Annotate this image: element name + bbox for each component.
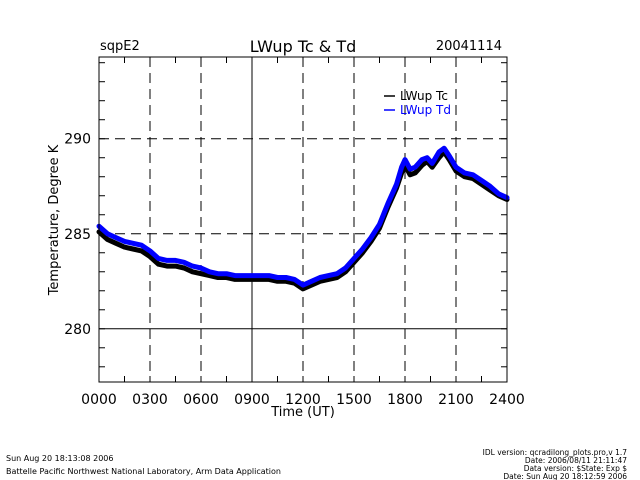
y-tick-labels: 280 285 290	[64, 132, 91, 338]
series-lines	[96, 145, 510, 292]
x-tick-label: 0900	[234, 392, 270, 408]
footer-idl-version: IDL version: qcradilong_plots.pro,v 1.7	[483, 448, 628, 457]
plot-frame	[98, 56, 508, 383]
date-label: 20041114	[436, 39, 502, 54]
footer-timestamp: Sun Aug 20 18:13:08 2006	[6, 454, 113, 463]
axis-ticks	[99, 57, 507, 382]
series-line-tc	[96, 149, 510, 292]
x-tick-labels: 0000 0300 0600 0900 1200 1500 1800 2100 2400	[81, 392, 525, 408]
x-tick-label: 0300	[132, 392, 168, 408]
x-tick-label: 2400	[489, 392, 525, 408]
chart-title: LWup Tc & Td	[250, 37, 357, 56]
x-tick-label: 1500	[336, 392, 372, 408]
x-tick-label: 1800	[387, 392, 423, 408]
x-tick-label: 2100	[438, 392, 474, 408]
footer-institution: Battelle Pacific Northwest National Labo…	[6, 467, 281, 476]
legend-label-tc: LWup Tc	[400, 89, 448, 103]
footer-run-date: Date: Sun Aug 20 18:12:59 2006	[503, 472, 627, 480]
y-tick-label: 280	[64, 322, 91, 338]
site-label: sqpE2	[100, 39, 140, 54]
legend-label-td: LWup Td	[400, 103, 451, 117]
y-tick-label: 285	[64, 227, 91, 243]
x-tick-label: 1200	[285, 392, 321, 408]
legend: LWup Tc LWup Td	[384, 89, 451, 117]
y-axis-label: Temperature, Degree K	[47, 144, 62, 296]
x-axis-label: Time (UT)	[270, 405, 335, 420]
x-tick-label: 0000	[81, 392, 117, 408]
y-tick-label: 290	[64, 132, 91, 148]
series-line-td	[96, 145, 510, 288]
footer-data-version: Data version: $State: Exp $	[524, 464, 628, 473]
grid-lines	[99, 57, 507, 382]
footer-idl-date: Date: 2006/08/11 21:11:47	[525, 456, 627, 465]
x-tick-label: 0600	[183, 392, 219, 408]
